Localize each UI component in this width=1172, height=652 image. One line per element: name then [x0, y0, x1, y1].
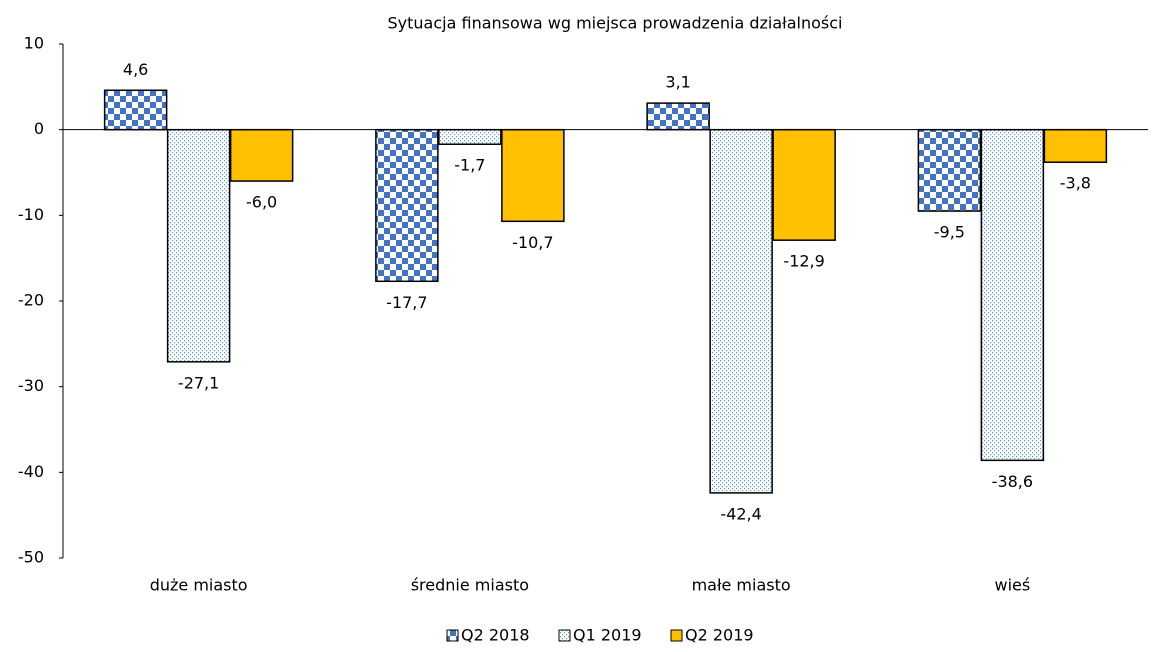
value-label: 3,1: [665, 73, 690, 92]
x-tick-label: średnie miasto: [411, 576, 529, 595]
bar: [229, 128, 294, 182]
legend-swatch: [558, 629, 571, 642]
legend-label: Q2 2019: [685, 626, 754, 645]
value-label: -38,6: [992, 472, 1033, 491]
legend-label: Q1 2019: [573, 626, 642, 645]
value-label: -10,7: [512, 233, 553, 252]
bar: [772, 128, 836, 241]
legend-swatch: [446, 629, 459, 642]
legend-swatch: [670, 629, 683, 642]
value-label: -1,7: [454, 156, 485, 175]
value-label: -42,4: [720, 504, 761, 523]
bar: [1043, 128, 1108, 163]
bar: [438, 128, 502, 145]
bar: [103, 89, 168, 131]
x-tick-label: wieś: [995, 576, 1031, 595]
bar: [166, 128, 231, 363]
x-tick-label: duże miasto: [150, 576, 248, 595]
legend-label: Q2 2018: [461, 626, 530, 645]
x-tick-label: małe miasto: [692, 576, 791, 595]
bar: [980, 128, 1045, 462]
value-label: -27,1: [178, 373, 219, 392]
y-tick-label: -10: [18, 205, 44, 224]
value-label: -17,7: [386, 293, 427, 312]
y-tick-label: -50: [18, 548, 44, 567]
bar: [501, 128, 565, 223]
y-tick-label: 10: [24, 34, 44, 53]
value-label: -12,9: [783, 252, 824, 271]
y-tick-label: -30: [18, 376, 44, 395]
value-label: -3,8: [1060, 174, 1091, 193]
value-label: 4,6: [123, 60, 148, 79]
y-tick-label: 0: [34, 119, 44, 138]
value-label: -9,5: [934, 223, 965, 242]
chart-title: Sytuacja finansowa wg miejsca prowadzeni…: [388, 14, 843, 33]
y-tick-label: -40: [18, 462, 44, 481]
bar: [709, 128, 773, 494]
bar: [917, 128, 982, 212]
y-tick-label: -20: [18, 291, 44, 310]
bar: [646, 102, 710, 131]
bar: [375, 128, 439, 283]
value-label: -6,0: [246, 193, 277, 212]
